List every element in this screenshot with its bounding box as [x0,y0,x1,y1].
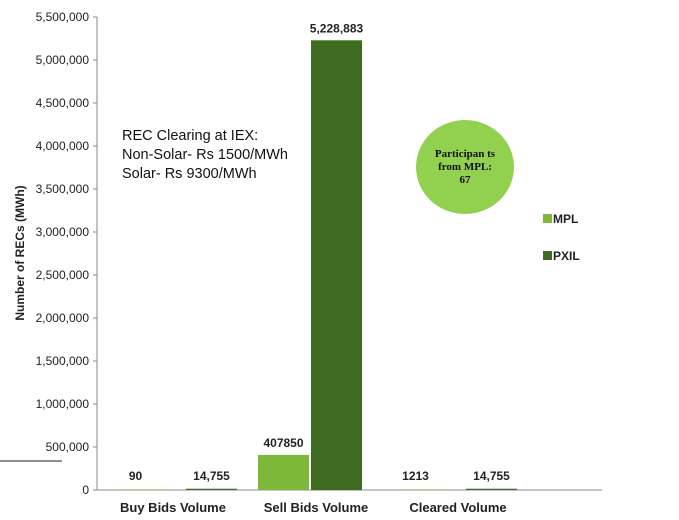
bar-pxil [466,488,517,490]
y-tick-label: 0 [82,483,89,497]
data-label-pxil: 14,755 [193,469,230,483]
data-label-mpl: 407850 [263,436,303,450]
participants-text: Participan ts from MPL: 67 [434,147,496,186]
bar-mpl [258,454,309,490]
category-label: Sell Bids Volume [264,500,369,515]
y-axis-title: Number of RECs (MWh) [13,185,27,320]
y-tick-label: 1,000,000 [36,397,90,411]
legend-label-pxil: PXIL [553,249,580,263]
bars [118,40,517,490]
y-tick-label: 3,000,000 [36,225,90,239]
legend-label-mpl: MPL [553,212,578,226]
category-label: Cleared Volume [409,500,506,515]
y-axis-ticks: 0 500,000 1,000,000 1,500,000 2,000,000 2,500… [36,10,97,497]
axes [0,17,602,491]
category-label: Buy Bids Volume [120,500,226,515]
bar-mpl [398,489,449,490]
y-tick-label: 5,000,000 [36,53,90,67]
data-labels: 90 14,755 407850 5,228,883 1213 14,755 [129,21,510,483]
legend-swatch-pxil [543,251,552,260]
note-line-1: REC Clearing at IEX: [122,128,259,144]
y-tick-label: 500,000 [46,440,90,454]
data-label-mpl: 1213 [402,469,429,483]
data-label-pxil: 5,228,883 [310,21,364,35]
bar-pxil [186,488,237,490]
note-line-3: Solar- Rs 9300/MWh [122,166,257,182]
category-labels: Buy Bids Volume Sell Bids Volume Cleared V… [120,500,507,515]
legend-swatch-mpl [543,214,552,223]
data-label-mpl: 90 [129,469,143,483]
participants-bubble: Participan ts from MPL: 67 [416,120,514,214]
y-tick-label: 1,500,000 [36,354,90,368]
y-tick-label: 4,500,000 [36,96,90,110]
legend: MPL PXIL [543,212,580,263]
rec-clearing-note: REC Clearing at IEX: Non-Solar- Rs 1500/… [122,127,288,184]
y-tick-label: 4,000,000 [36,139,90,153]
note-line-2: Non-Solar- Rs 1500/MWh [122,147,288,163]
bar-pxil [311,40,362,490]
y-tick-label: 2,500,000 [36,268,90,282]
bar-mpl [118,489,169,490]
y-tick-label: 2,000,000 [36,311,90,325]
data-label-pxil: 14,755 [473,469,510,483]
y-tick-label: 3,500,000 [36,182,90,196]
y-tick-label: 5,500,000 [36,10,90,24]
